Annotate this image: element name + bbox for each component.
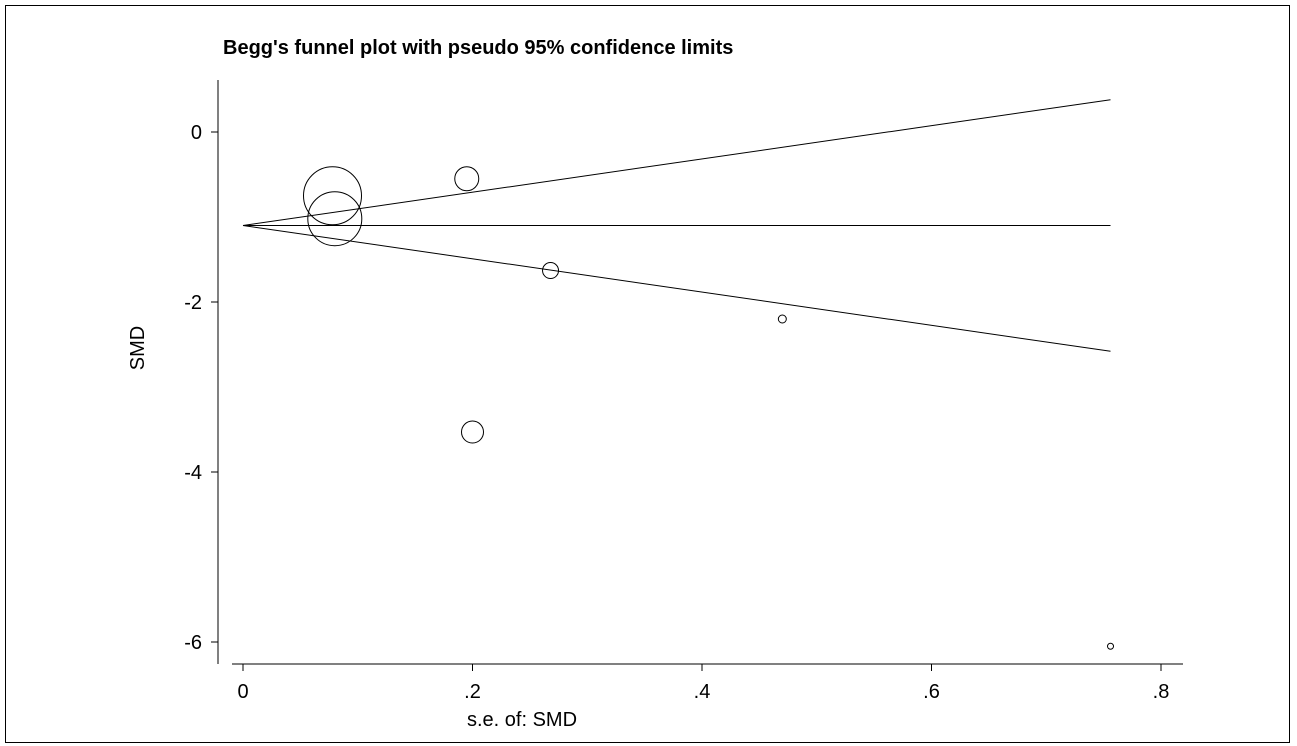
data-points xyxy=(303,166,1115,650)
lower-confidence-limit-line xyxy=(242,225,1111,352)
x-tick-label: .6 xyxy=(923,681,940,703)
x-tick-label: .4 xyxy=(694,681,711,703)
y-axis-label: SMD xyxy=(127,326,149,370)
x-tick-label: .8 xyxy=(1153,681,1170,703)
funnel-lines xyxy=(242,99,1111,352)
x-tick-label: .2 xyxy=(464,681,481,703)
y-tick-label: -2 xyxy=(184,292,202,314)
axes: 0 -2 -4 -6 0 .2 .4 .6 .8 xyxy=(184,80,1183,703)
x-tick-label: 0 xyxy=(237,681,248,703)
study-point xyxy=(461,420,484,444)
study-point xyxy=(307,191,363,247)
study-point xyxy=(1107,642,1115,650)
chart-title: Begg's funnel plot with pseudo 95% confi… xyxy=(223,37,733,59)
study-point xyxy=(542,262,560,280)
upper-confidence-limit-line xyxy=(242,99,1111,226)
y-tick-label: -4 xyxy=(184,462,202,484)
figure-frame: Begg's funnel plot with pseudo 95% confi… xyxy=(5,5,1290,743)
x-axis-label: s.e. of: SMD xyxy=(467,709,577,731)
funnel-plot: Begg's funnel plot with pseudo 95% confi… xyxy=(127,37,1183,731)
study-point xyxy=(454,166,480,192)
y-tick-label: -6 xyxy=(184,632,202,654)
study-point xyxy=(303,166,363,226)
study-point xyxy=(777,314,787,324)
y-tick-label: 0 xyxy=(191,122,202,144)
